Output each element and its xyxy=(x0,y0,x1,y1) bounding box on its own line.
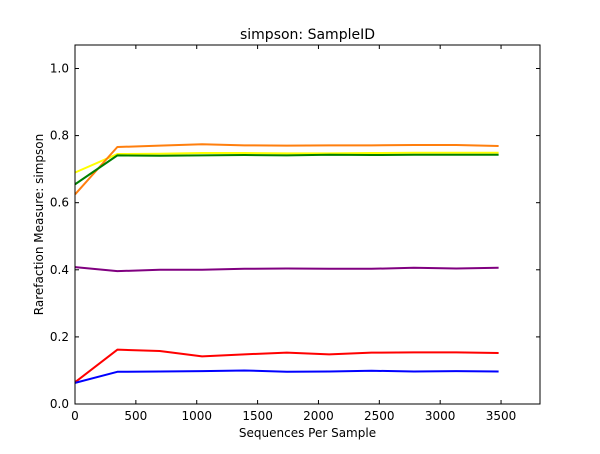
series-line-4 xyxy=(75,266,499,273)
series-line-3 xyxy=(74,153,499,186)
x-tick-label: 0 xyxy=(71,409,79,423)
series-line-5 xyxy=(74,348,499,383)
series-line-2 xyxy=(74,143,499,195)
chart-title: simpson: SampleID xyxy=(240,27,375,43)
x-tick-label: 2500 xyxy=(364,409,395,423)
series-line-6 xyxy=(74,369,499,384)
y-tick-label: 0.4 xyxy=(50,263,69,277)
x-tick-label: 500 xyxy=(124,409,147,423)
y-tick-label: 0.2 xyxy=(50,330,69,344)
series-line-1 xyxy=(74,151,499,174)
y-tick-label: 1.0 xyxy=(50,61,69,75)
x-tick-label: 3500 xyxy=(486,409,517,423)
y-tick-label: 0.0 xyxy=(50,397,69,411)
axes-frame xyxy=(74,44,541,405)
x-axis-label: Sequences Per Sample xyxy=(239,426,376,440)
y-axis-label: Rarefaction Measure: simpson xyxy=(32,134,46,315)
ticks-layer: 0 500 1000 1500 2000 2500 3000 3500 0.0 0.2 0.4 0.6… xyxy=(50,45,540,423)
x-tick-label: 1000 xyxy=(181,409,212,423)
x-tick-label: 2000 xyxy=(303,409,334,423)
x-tick-label: 3000 xyxy=(425,409,456,423)
series-layer xyxy=(74,143,499,384)
x-tick-label: 1500 xyxy=(242,409,273,423)
y-tick-label: 0.8 xyxy=(50,129,69,143)
y-tick-label: 0.6 xyxy=(50,196,69,210)
